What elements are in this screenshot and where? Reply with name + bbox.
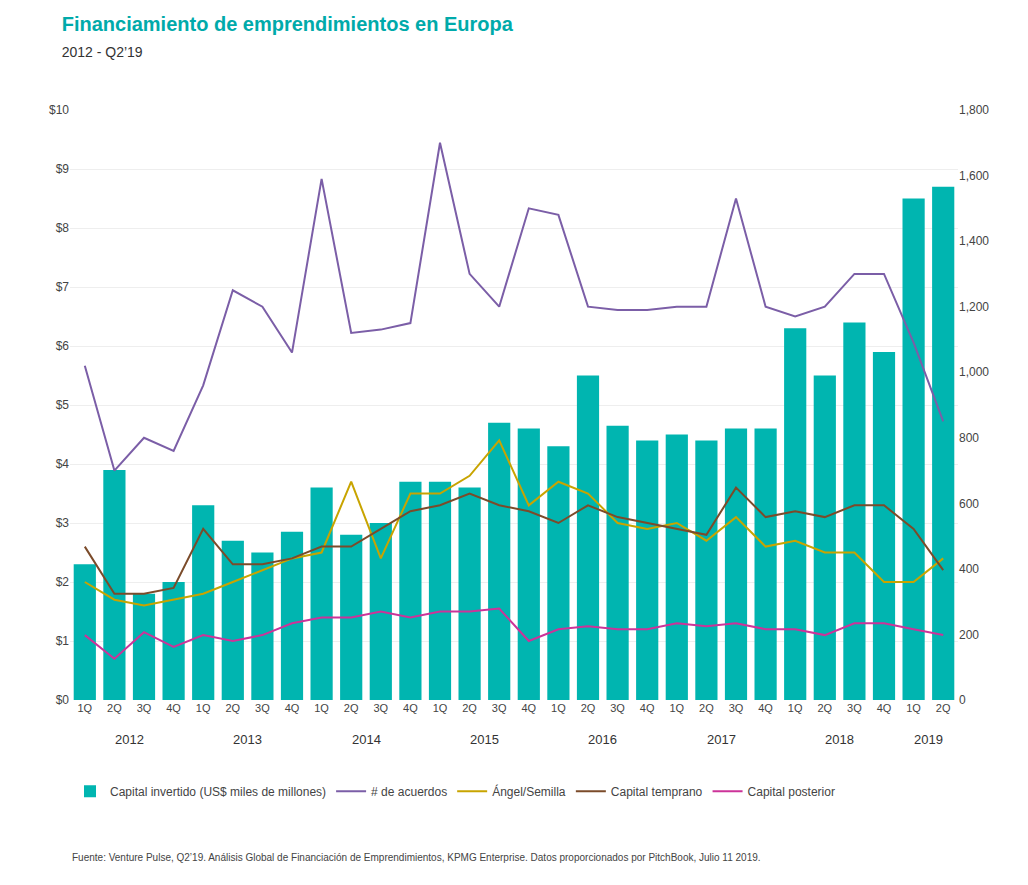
svg-text:2016: 2016 [588,732,617,747]
svg-text:1Q: 1Q [906,702,921,714]
svg-text:3Q: 3Q [255,702,270,714]
svg-text:$8: $8 [56,221,70,235]
svg-text:4Q: 4Q [285,702,300,714]
svg-text:600: 600 [959,497,979,511]
svg-text:Fuente: Venture Pulse, Q2’19.: Fuente: Venture Pulse, Q2’19. Análisis G… [72,852,761,863]
svg-text:$10: $10 [49,103,69,117]
svg-text:2Q: 2Q [936,702,951,714]
svg-text:4Q: 4Q [758,702,773,714]
svg-text:3Q: 3Q [137,702,152,714]
svg-text:3Q: 3Q [492,702,507,714]
svg-text:2018: 2018 [825,732,854,747]
svg-text:2Q: 2Q [581,702,596,714]
svg-text:1Q: 1Q [314,702,329,714]
svg-text:$2: $2 [56,575,70,589]
svg-text:# de acuerdos: # de acuerdos [371,785,447,799]
svg-text:200: 200 [959,628,979,642]
svg-text:2017: 2017 [707,732,736,747]
svg-text:2012: 2012 [115,732,144,747]
svg-text:2Q: 2Q [817,702,832,714]
svg-text:Capital invertido (US$ miles d: Capital invertido (US$ miles de millones… [110,785,326,799]
svg-text:Financiamiento de emprendimien: Financiamiento de emprendimientos en Eur… [62,13,514,60]
svg-text:$9: $9 [56,162,70,176]
svg-text:1,400: 1,400 [959,234,989,248]
svg-text:1Q: 1Q [788,702,803,714]
svg-text:3Q: 3Q [847,702,862,714]
svg-text:2Q: 2Q [107,702,122,714]
svg-text:1Q: 1Q [77,702,92,714]
svg-text:1Q: 1Q [551,702,566,714]
svg-text:$6: $6 [56,339,70,353]
svg-text:3Q: 3Q [610,702,625,714]
svg-text:1,000: 1,000 [959,365,989,379]
svg-text:0: 0 [959,693,966,707]
svg-text:$4: $4 [56,457,70,471]
svg-text:1,200: 1,200 [959,300,989,314]
svg-text:2014: 2014 [352,732,381,747]
svg-text:1,600: 1,600 [959,169,989,183]
svg-text:$0: $0 [56,693,70,707]
svg-text:2Q: 2Q [225,702,240,714]
svg-text:$7: $7 [56,280,70,294]
svg-text:Ángel/Semilla: Ángel/Semilla [492,784,566,799]
svg-text:2019: 2019 [914,732,943,747]
svg-text:1Q: 1Q [196,702,211,714]
svg-text:1Q: 1Q [433,702,448,714]
svg-text:1,800: 1,800 [959,103,989,117]
svg-text:2013: 2013 [233,732,262,747]
svg-text:2Q: 2Q [462,702,477,714]
svg-text:800: 800 [959,431,979,445]
svg-text:1Q: 1Q [669,702,684,714]
svg-text:2Q: 2Q [699,702,714,714]
svg-text:$3: $3 [56,516,70,530]
svg-text:Capital temprano: Capital temprano [611,785,703,799]
svg-text:$5: $5 [56,398,70,412]
svg-text:4Q: 4Q [403,702,418,714]
svg-text:4Q: 4Q [877,702,892,714]
svg-text:400: 400 [959,562,979,576]
svg-text:Capital posterior: Capital posterior [748,785,835,799]
svg-text:4Q: 4Q [521,702,536,714]
svg-text:3Q: 3Q [729,702,744,714]
svg-text:4Q: 4Q [640,702,655,714]
svg-text:2Q: 2Q [344,702,359,714]
svg-text:3Q: 3Q [373,702,388,714]
svg-text:4Q: 4Q [166,702,181,714]
svg-text:$1: $1 [56,634,70,648]
svg-text:2015: 2015 [470,732,499,747]
